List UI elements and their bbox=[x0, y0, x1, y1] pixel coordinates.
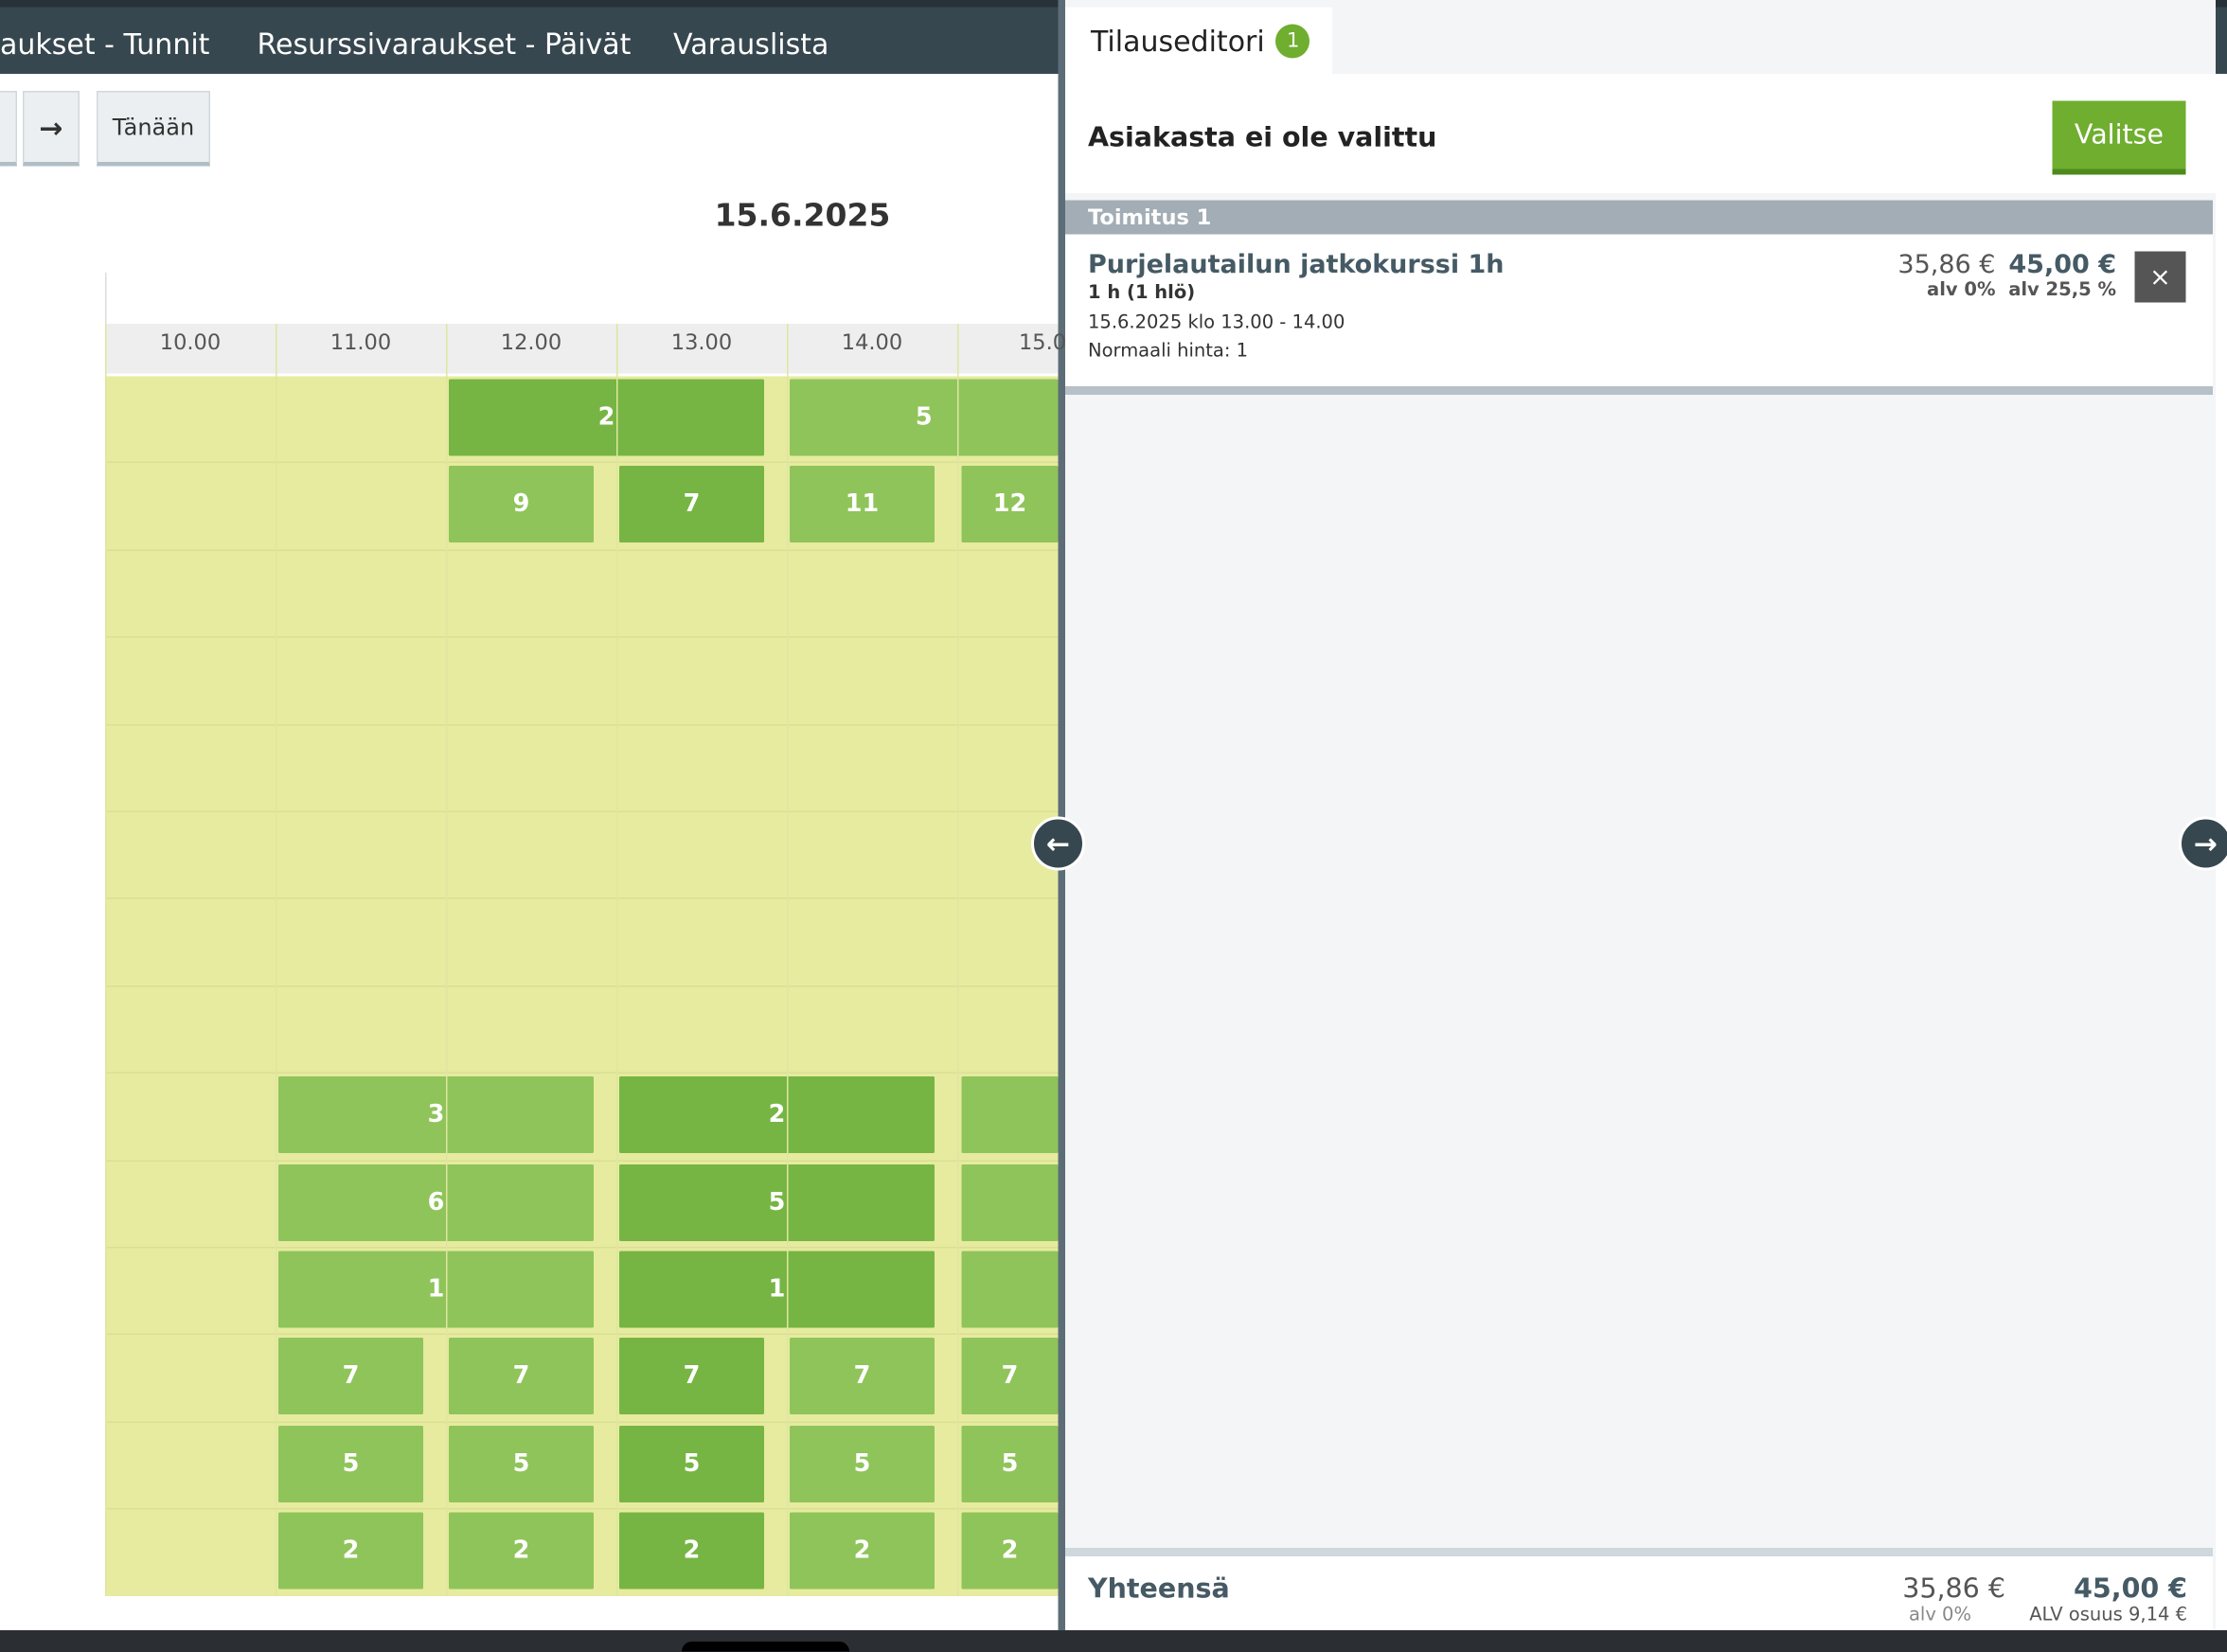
hour-label: 12.00 bbox=[500, 329, 562, 355]
column-line bbox=[787, 324, 789, 1596]
nav-item[interactable]: aukset - Tunnit bbox=[0, 27, 210, 62]
schedule-grid: 2 5 9 7 11 12 3 2 6 5 1 1 7 7 7 7 7 5 5 5 5 5 2 2 2 2 2 bbox=[105, 376, 1060, 1596]
row-line bbox=[105, 1421, 1060, 1423]
booking-block[interactable]: 5 bbox=[790, 1425, 935, 1502]
row-line bbox=[105, 810, 1060, 812]
item-gross-note: alv 25,5 % bbox=[2008, 279, 2116, 302]
total-gross: 45,00 € bbox=[2074, 1573, 2187, 1605]
total-label: Yhteensä bbox=[1088, 1573, 1230, 1605]
nav-item[interactable]: Varauslista bbox=[673, 27, 829, 62]
row-line bbox=[105, 1508, 1060, 1510]
column-line bbox=[105, 324, 107, 1596]
booking-block[interactable]: 5 bbox=[790, 379, 1059, 456]
booking-block[interactable]: 5 bbox=[619, 1425, 764, 1502]
nav-item[interactable]: Resurssivaraukset - Päivät bbox=[257, 27, 632, 62]
total-gross-note: ALV osuus 9,14 € bbox=[2029, 1605, 2187, 1626]
badge: 1 bbox=[1275, 23, 1310, 58]
booking-block[interactable]: 5 bbox=[449, 1425, 594, 1502]
handle bbox=[682, 1642, 849, 1652]
booking-block[interactable]: 2 bbox=[790, 1512, 935, 1590]
booking-block[interactable]: 5 bbox=[961, 1425, 1059, 1502]
total-net: 35,86 € bbox=[1902, 1573, 2005, 1605]
booking-block[interactable]: 1 bbox=[278, 1251, 594, 1328]
row-line bbox=[105, 1072, 1060, 1075]
booking-block[interactable]: 5 bbox=[619, 1164, 935, 1241]
booking-block[interactable]: 7 bbox=[278, 1338, 423, 1415]
hour-label: 15.0 bbox=[1018, 329, 1067, 355]
separator bbox=[1065, 386, 2213, 395]
row-line bbox=[105, 1247, 1060, 1249]
row-line bbox=[105, 897, 1060, 900]
row-line bbox=[105, 549, 1060, 551]
hour-label: 11.00 bbox=[330, 329, 392, 355]
booking-block[interactable]: 2 bbox=[278, 1512, 423, 1590]
today-button[interactable]: Tänään bbox=[97, 91, 210, 167]
collapse-button[interactable]: ← bbox=[1031, 816, 1085, 871]
row-line bbox=[105, 462, 1060, 464]
booking-block[interactable]: 12 bbox=[961, 466, 1059, 543]
row-line bbox=[105, 636, 1060, 638]
booking-block[interactable] bbox=[961, 1251, 1059, 1328]
booking-block[interactable]: 7 bbox=[449, 1338, 594, 1415]
select-button[interactable]: Valitse bbox=[2052, 100, 2186, 175]
order-item: Purjelautailun jatkokurssi 1h 1 h (1 hlö… bbox=[1065, 234, 2213, 386]
item-title: Purjelautailun jatkokurssi 1h bbox=[1088, 250, 1505, 280]
date-title: 15.6.2025 bbox=[714, 199, 891, 235]
divider bbox=[105, 273, 107, 324]
column-line bbox=[446, 324, 448, 1596]
tab-label: Tilauseditori bbox=[1091, 23, 1265, 58]
booking-block[interactable]: 2 bbox=[961, 1512, 1059, 1590]
row-line bbox=[105, 1159, 1060, 1162]
bottom-bar bbox=[0, 1630, 2227, 1652]
booking-block[interactable]: 2 bbox=[619, 1076, 935, 1154]
tab[interactable]: Tilauseditori 1 bbox=[1065, 7, 1332, 74]
customer-row: Asiakasta ei ole valittu bbox=[1065, 74, 2216, 193]
next-button[interactable]: → bbox=[23, 91, 80, 167]
hour-label: 13.00 bbox=[670, 329, 733, 355]
item-net: 35,86 € bbox=[1897, 250, 1996, 280]
booking-block[interactable] bbox=[961, 1076, 1059, 1154]
booking-block[interactable]: 11 bbox=[790, 466, 935, 543]
column-line bbox=[957, 324, 959, 1596]
booking-block[interactable]: 1 bbox=[619, 1251, 935, 1328]
customer-text: Asiakasta ei ole valittu bbox=[1088, 122, 1437, 153]
expand-button[interactable]: → bbox=[2179, 816, 2227, 871]
row-line bbox=[105, 985, 1060, 987]
booking-block[interactable]: 2 bbox=[449, 1512, 594, 1590]
section-header: Toimitus 1 bbox=[1065, 200, 2213, 235]
total-net-note: alv 0% bbox=[1908, 1605, 1971, 1626]
total-row: Yhteensä 35,86 € alv 0% 45,00 € ALV osuu… bbox=[1065, 1556, 2213, 1630]
booking-block[interactable]: 2 bbox=[449, 379, 764, 456]
booking-block[interactable]: 5 bbox=[278, 1425, 423, 1502]
booking-block[interactable]: 9 bbox=[449, 466, 594, 543]
booking-block[interactable]: 7 bbox=[961, 1338, 1059, 1415]
item-gross: 45,00 € bbox=[2008, 250, 2116, 280]
item-net-note: alv 0% bbox=[1927, 279, 1996, 302]
booking-block[interactable]: 7 bbox=[619, 1338, 764, 1415]
separator bbox=[1065, 1548, 2213, 1556]
booking-block[interactable]: 2 bbox=[619, 1512, 764, 1590]
booking-block[interactable]: 6 bbox=[278, 1164, 594, 1241]
column-line bbox=[616, 324, 618, 1596]
hour-label: 14.00 bbox=[841, 329, 903, 355]
hour-header bbox=[105, 324, 1060, 374]
booking-block[interactable]: 7 bbox=[790, 1338, 935, 1415]
booking-block[interactable]: 3 bbox=[278, 1076, 594, 1154]
item-price-type: Normaali hinta: 1 bbox=[1088, 341, 1249, 363]
booking-block[interactable]: 7 bbox=[619, 466, 764, 543]
prev-button[interactable] bbox=[0, 91, 17, 167]
remove-button[interactable]: × bbox=[2134, 251, 2186, 303]
row-line bbox=[105, 723, 1060, 725]
item-time: 15.6.2025 klo 13.00 - 14.00 bbox=[1088, 312, 1345, 334]
column-line bbox=[276, 324, 277, 1596]
row-line bbox=[105, 1334, 1060, 1336]
hour-label: 10.00 bbox=[159, 329, 222, 355]
item-quantity: 1 h (1 hlö) bbox=[1088, 282, 1196, 305]
booking-block[interactable] bbox=[961, 1164, 1059, 1241]
